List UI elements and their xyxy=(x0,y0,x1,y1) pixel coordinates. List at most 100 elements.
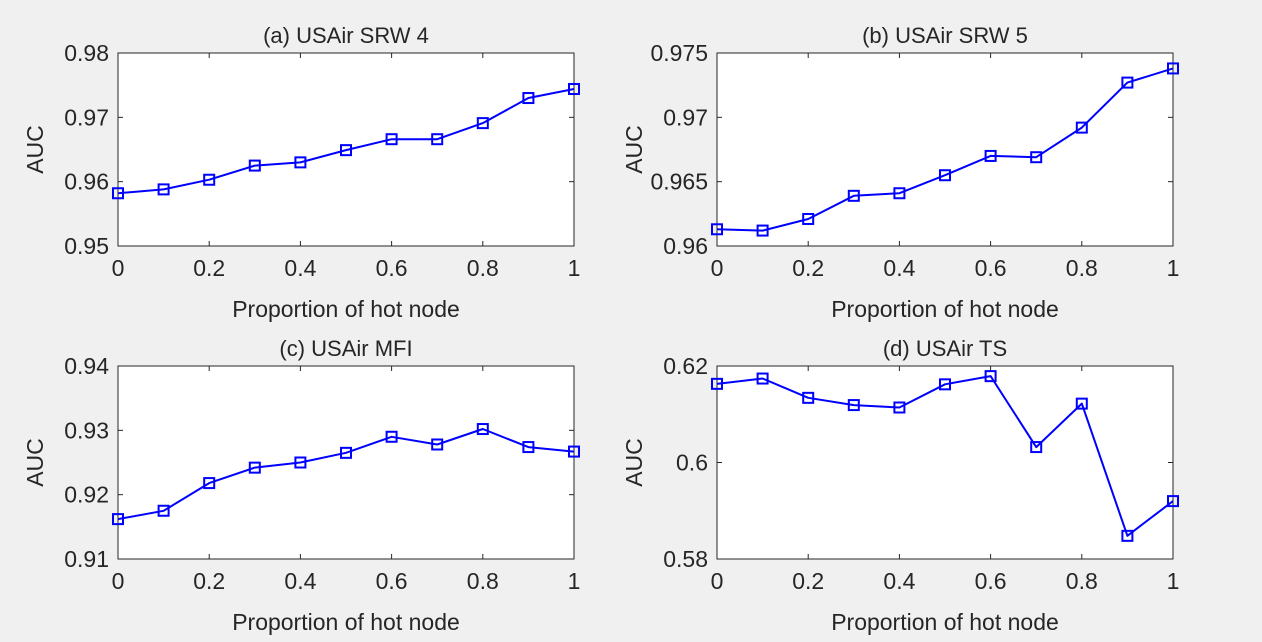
x-tick-label: 0.6 xyxy=(975,255,1007,281)
y-tick-label: 0.95 xyxy=(64,233,109,259)
x-tick-label: 0.2 xyxy=(193,568,225,594)
y-tick-label: 0.94 xyxy=(64,353,109,379)
data-point-marker xyxy=(984,149,997,162)
data-point-marker xyxy=(203,173,216,186)
data-point-marker xyxy=(568,445,580,458)
data-point-marker xyxy=(1167,495,1179,508)
x-tick-label: 0.2 xyxy=(792,568,824,594)
data-point-marker xyxy=(1167,62,1179,75)
y-axis-label: AUC xyxy=(621,438,647,487)
data-point-marker xyxy=(802,212,815,225)
x-tick-label: 0.6 xyxy=(975,568,1007,594)
data-point-marker xyxy=(157,504,170,517)
data-point-marker xyxy=(568,83,580,96)
x-tick-label: 1 xyxy=(568,255,581,281)
chart-panel-2: 0 0.2 0.4 0.6 0.8 1 0.96 0.965 0.97 0.975 (b) USAi… xyxy=(621,23,1179,322)
x-tick-label: 0.8 xyxy=(467,255,499,281)
data-point-marker xyxy=(847,399,860,412)
y-tick-label: 0.62 xyxy=(663,353,708,379)
data-point-marker xyxy=(294,456,307,469)
series-line xyxy=(716,375,1174,537)
x-axis-label: Proportion of hot node xyxy=(232,296,460,322)
y-axis-label: AUC xyxy=(621,125,647,174)
x-tick-label: 0.8 xyxy=(1066,568,1098,594)
x-tick-label: 0 xyxy=(711,568,724,594)
x-tick-label: 0.4 xyxy=(883,568,915,594)
data-point-marker xyxy=(385,133,398,146)
data-point-marker xyxy=(939,378,951,391)
series-line xyxy=(117,428,575,521)
y-tick-label: 0.97 xyxy=(663,104,708,130)
data-point-marker xyxy=(294,156,307,169)
data-point-marker xyxy=(112,513,124,526)
x-tick-label: 0.4 xyxy=(883,255,915,281)
chart-title: (b) USAir SRW 5 xyxy=(862,23,1028,48)
x-tick-label: 0.4 xyxy=(284,568,316,594)
y-tick-label: 0.975 xyxy=(650,40,708,66)
y-tick-label: 0.96 xyxy=(64,169,109,195)
y-tick-label: 0.91 xyxy=(64,546,109,572)
chart-title: (c) USAir MFI xyxy=(279,336,412,361)
y-axis-label: AUC xyxy=(22,125,48,174)
series-line xyxy=(117,88,575,195)
y-tick-label: 0.96 xyxy=(663,233,708,259)
data-point-marker xyxy=(939,169,951,182)
x-tick-label: 1 xyxy=(1167,568,1180,594)
y-tick-label: 0.965 xyxy=(650,169,708,195)
data-point-marker xyxy=(522,92,535,105)
y-tick-label: 0.93 xyxy=(64,417,109,443)
chart-panel-4: 0 0.2 0.4 0.6 0.8 1 0.58 0.6 0.62 (d) USAir TS Pro… xyxy=(621,336,1179,635)
x-axis-label: Proportion of hot node xyxy=(831,609,1059,635)
data-point-marker xyxy=(112,187,124,200)
y-tick-label: 0.92 xyxy=(64,482,109,508)
series-line xyxy=(716,67,1174,232)
x-tick-label: 1 xyxy=(568,568,581,594)
data-point-marker xyxy=(385,430,398,443)
data-point-marker xyxy=(1121,529,1134,542)
x-tick-label: 1 xyxy=(1167,255,1180,281)
data-point-marker xyxy=(203,477,216,490)
x-tick-label: 0.6 xyxy=(376,568,408,594)
x-tick-label: 0.6 xyxy=(376,255,408,281)
data-point-marker xyxy=(340,446,352,459)
data-point-marker xyxy=(1075,121,1088,134)
data-point-marker xyxy=(756,224,769,237)
x-tick-label: 0 xyxy=(112,255,125,281)
y-axis-label: AUC xyxy=(22,438,48,487)
chart-panel-3: 0 0.2 0.4 0.6 0.8 1 0.91 0.92 0.93 0.94 (c) USAir … xyxy=(22,336,580,635)
x-axis-label: Proportion of hot node xyxy=(232,609,460,635)
axes-box xyxy=(716,365,1174,560)
chart-title: (a) USAir SRW 4 xyxy=(263,23,429,48)
data-point-marker xyxy=(1121,76,1134,89)
data-point-marker xyxy=(157,183,170,196)
x-tick-label: 0.2 xyxy=(792,255,824,281)
y-tick-label: 0.58 xyxy=(663,546,708,572)
axes-box xyxy=(716,52,1174,247)
data-point-marker xyxy=(248,159,261,172)
data-point-marker xyxy=(711,223,723,236)
y-tick-label: 0.98 xyxy=(64,40,109,66)
data-point-marker xyxy=(431,133,444,146)
data-point-marker xyxy=(1030,441,1043,454)
data-point-marker xyxy=(711,377,723,390)
y-tick-label: 0.97 xyxy=(64,104,109,130)
chart-panel-1: 0 0.2 0.4 0.6 0.8 1 0.95 0.96 0.97 0.98 (a) USAir … xyxy=(22,23,580,322)
x-tick-label: 0 xyxy=(112,568,125,594)
data-point-marker xyxy=(893,401,906,414)
data-point-marker xyxy=(340,144,352,157)
data-point-marker xyxy=(802,391,815,404)
x-tick-label: 0 xyxy=(711,255,724,281)
data-point-marker xyxy=(431,438,444,451)
x-tick-label: 0.2 xyxy=(193,255,225,281)
y-tick-label: 0.6 xyxy=(676,450,708,476)
data-point-marker xyxy=(1075,397,1088,410)
chart-title: (d) USAir TS xyxy=(883,336,1007,361)
data-point-marker xyxy=(756,372,769,385)
x-tick-label: 0.8 xyxy=(467,568,499,594)
axes-box xyxy=(117,365,575,560)
x-axis-label: Proportion of hot node xyxy=(831,296,1059,322)
data-point-marker xyxy=(1030,151,1043,164)
x-tick-label: 0.8 xyxy=(1066,255,1098,281)
data-point-marker xyxy=(248,461,261,474)
